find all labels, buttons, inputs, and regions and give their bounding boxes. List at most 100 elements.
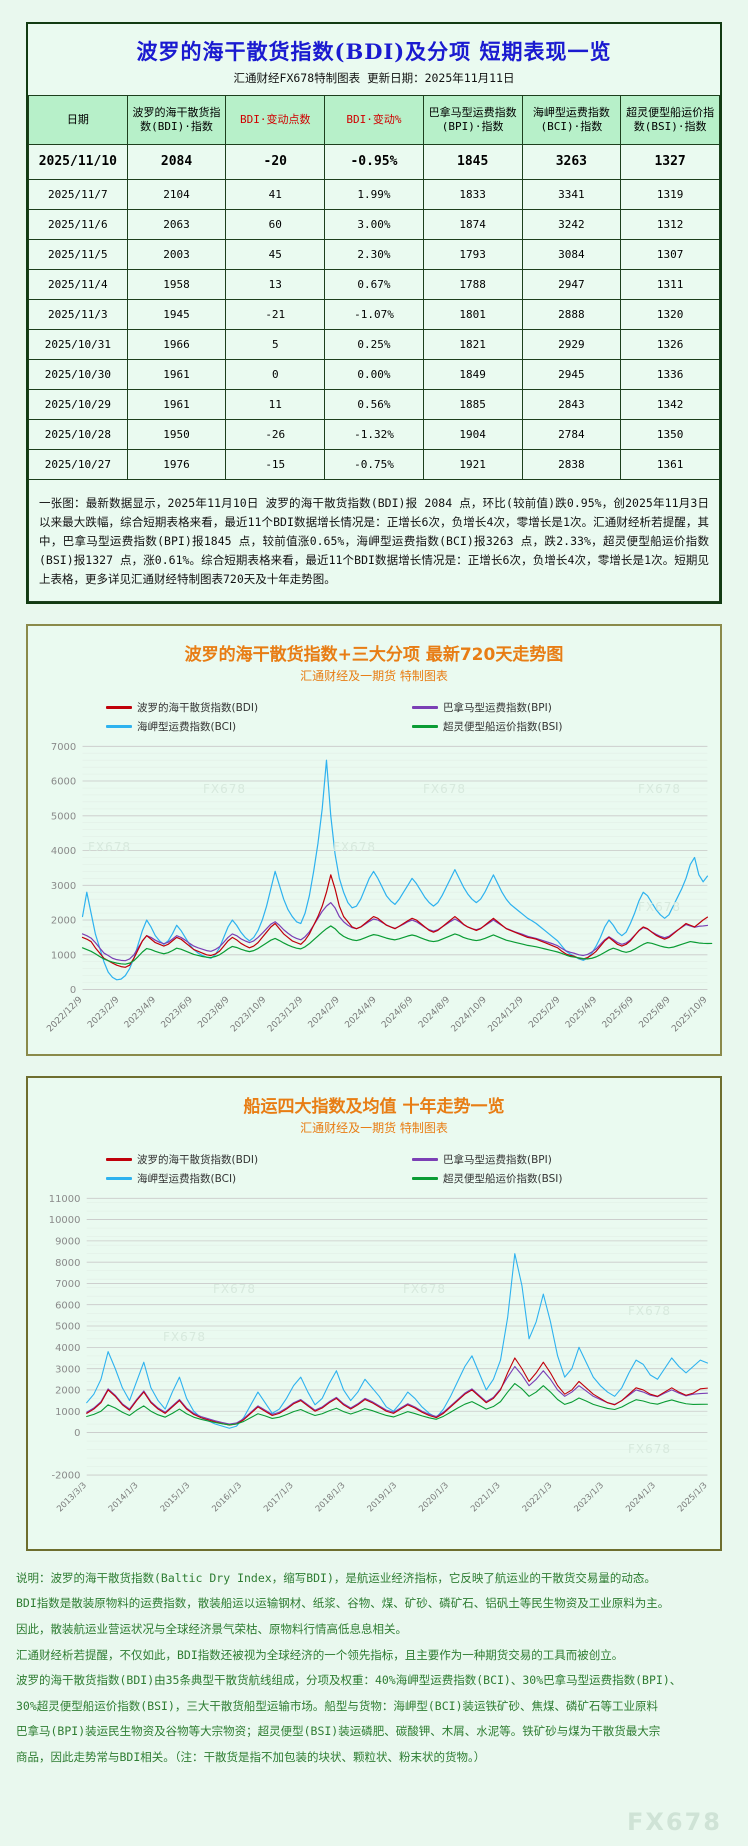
- x-axis-tick-label: 2024/2/9: [307, 995, 343, 1031]
- cell-bci: 3242: [521, 209, 622, 240]
- cell-bdi: 1976: [126, 449, 227, 480]
- series-line-bdi: [86, 1357, 708, 1426]
- cell-bdi: 2104: [126, 179, 227, 210]
- footer-line: 30%超灵便型船运价指数(BSI)，三大干散货船型运输市场。船型与货物：海岬型(…: [16, 1698, 659, 1713]
- short-term-table-card: 波罗的海干散货指数(BDI)及分项 短期表现一览 汇通财经FX678特制图表 更…: [26, 22, 722, 604]
- x-axis-tick-label: 2023/1/3: [572, 1480, 606, 1514]
- cell-date: 2025/11/7: [28, 179, 128, 210]
- cell-date: 2025/10/30: [28, 359, 128, 390]
- cell-change-percent: 0.67%: [324, 269, 424, 300]
- legend-swatch-icon: [412, 1158, 438, 1162]
- cell-bci: 2843: [521, 389, 622, 420]
- legend-swatch-icon: [412, 1177, 438, 1181]
- cell-date: 2025/10/28: [28, 419, 128, 450]
- legend-label: 海岬型运费指数(BCI): [137, 1173, 237, 1186]
- cell-bpi: 1801: [422, 299, 523, 330]
- y-axis-tick-label: 5000: [51, 811, 76, 822]
- series-line-bsi: [86, 1383, 708, 1426]
- cell-change-points: -26: [225, 419, 326, 450]
- x-axis-tick-label: 2024/4/9: [343, 995, 379, 1031]
- chart-10y-svg: -2000 0 1000 2000 3000 4000 5000 6000 7000 8000 90…: [49, 1194, 709, 1514]
- y-axis-tick-label: 7000: [55, 1279, 80, 1290]
- chart-10y-plot-area: -2000 0 1000 2000 3000 4000 5000 6000 7000 8000 90…: [28, 1192, 720, 1548]
- y-axis-tick-label: 0: [74, 1429, 80, 1440]
- y-axis-tick-label: 8000: [55, 1258, 80, 1269]
- cell-change-points: 60: [225, 209, 326, 240]
- legend-label: 海岬型运费指数(BCI): [137, 720, 237, 733]
- table-row: 2025/10/29 1961 11 0.56% 1885 2843 1342: [28, 389, 720, 420]
- legend-swatch-icon: [106, 705, 132, 709]
- table-summary-note: 一张图：最新数据显示，2025年11月10日 波罗的海干散货指数(BDI)报 2…: [28, 480, 720, 602]
- cell-date: 2025/11/4: [28, 269, 128, 300]
- cell-date: 2025/10/31: [28, 329, 128, 360]
- y-axis-tick-label: 7000: [51, 742, 76, 753]
- x-axis-tick-label: 2023/2/9: [86, 995, 122, 1031]
- cell-bdi: 1950: [126, 419, 227, 450]
- footer-line: 商品，因此走势常与BDI相关。（注：干散货是指不加包装的块状、颗粒状、粉末状的货…: [16, 1749, 486, 1764]
- footer-line: BDI指数是散装原物料的运费指数，散装船运以运输钢材、纸浆、谷物、煤、矿砂、磷矿…: [16, 1596, 670, 1611]
- cell-bci: 2784: [521, 419, 622, 450]
- table-row: 2025/10/30 1961 0 0.00% 1849 2945 1336: [28, 359, 720, 390]
- cell-bsi: 1319: [620, 179, 720, 210]
- series-line-bci: [81, 759, 709, 981]
- cell-change-points: -20: [225, 144, 326, 180]
- table-header: 日期 波罗的海干散货指数(BDI)·指数 BDI·变动点数 BDI·变动% 巴拿…: [28, 95, 720, 145]
- y-axis-tick-label: 10000: [49, 1216, 81, 1227]
- cell-change-percent: 0.56%: [324, 389, 424, 420]
- legend-label: 超灵便型船运价指数(BSI): [443, 1173, 563, 1186]
- x-axis-tick-label: 2016/1/3: [210, 1480, 244, 1514]
- col-header-bsi: 超灵便型船运价指数(BSI)·指数: [620, 95, 720, 145]
- y-axis-tick-label: 1000: [51, 950, 76, 961]
- cell-bci: 2945: [521, 359, 622, 390]
- cell-bpi: 1821: [422, 329, 523, 360]
- table-body: 2025/11/10 2084 -20 -0.95% 1845 3263 1327 2025/…: [28, 144, 720, 480]
- legend-item: 海岬型运费指数(BCI): [68, 717, 374, 736]
- cell-change-percent: 3.00%: [324, 209, 424, 240]
- y-axis-tick-label: 2000: [51, 916, 76, 927]
- table-row: 2025/11/5 2003 45 2.30% 1793 3084 1307: [28, 239, 720, 270]
- chart-720-plot-area: 0 1000 2000 3000 4000 5000 6000 7000 2022/12/9 20…: [28, 740, 720, 1055]
- x-axis-tick-label: 2023/10/9: [229, 995, 269, 1035]
- x-axis-tick-label: 2015/1/3: [158, 1480, 192, 1514]
- x-axis-tick-label: 2025/2/9: [527, 995, 563, 1031]
- cell-bsi: 1312: [620, 209, 720, 240]
- y-axis-tick-label: 4000: [51, 846, 76, 857]
- x-axis-tick-label: 2023/4/9: [123, 995, 159, 1031]
- chart-720-legend: 波罗的海干散货指数(BDI) 巴拿马型运费指数(BPI) 海岬型运费指数(BCI) 超…: [28, 690, 720, 740]
- cell-date: 2025/10/27: [28, 449, 128, 480]
- cell-change-points: 13: [225, 269, 326, 300]
- x-axis-tick-label: 2020/1/3: [416, 1480, 450, 1514]
- chart-720-subtitle: 汇通财经及一期货 特制图表: [300, 668, 448, 683]
- x-axis-tick-label: 2019/1/3: [365, 1480, 399, 1514]
- cell-bdi: 1961: [126, 389, 227, 420]
- cell-change-percent: -0.95%: [324, 144, 424, 180]
- cell-bdi: 2084: [126, 144, 227, 180]
- cell-change-points: 0: [225, 359, 326, 390]
- cell-bpi: 1833: [422, 179, 523, 210]
- legend-swatch-icon: [106, 724, 132, 728]
- table-row: 2025/10/27 1976 -15 -0.75% 1921 2838 1361: [28, 449, 720, 480]
- table-row: 2025/10/31 1966 5 0.25% 1821 2929 1326: [28, 329, 720, 360]
- footer-line: 波罗的海干散货指数(BDI)由35条典型干散货航线组成，分项及权重：40%海岬型…: [16, 1673, 682, 1688]
- footer-line: 说明：波罗的海干散货指数(Baltic Dry Index，缩写BDI)，是航运…: [16, 1570, 656, 1585]
- table-title: 波罗的海干散货指数(BDI)及分项 短期表现一览: [136, 39, 612, 64]
- x-axis-tick-label: 2024/10/9: [450, 995, 490, 1035]
- x-axis-tick-label: 2024/8/9: [417, 995, 453, 1031]
- series-line-bsi: [81, 925, 713, 965]
- y-axis-tick-label: 11000: [49, 1194, 81, 1205]
- x-axis-tick-label: 2024/12/9: [486, 995, 526, 1035]
- legend-item: 海岬型运费指数(BCI): [68, 1169, 374, 1188]
- x-axis-tick-label: 2023/6/9: [160, 995, 196, 1031]
- cell-bpi: 1904: [422, 419, 523, 450]
- cell-bsi: 1361: [620, 449, 720, 480]
- cell-bpi: 1921: [422, 449, 523, 480]
- col-header-date: 日期: [28, 95, 128, 145]
- x-axis-tick-label: 2025/1/3: [675, 1480, 709, 1514]
- chart-10y-title: 船运四大指数及均值 十年走势一览: [243, 1097, 505, 1118]
- legend-item: 波罗的海干散货指数(BDI): [68, 698, 374, 717]
- col-header-change-percent: BDI·变动%: [324, 95, 424, 145]
- x-axis-tick-label: 2022/12/9: [45, 995, 85, 1035]
- y-axis-tick-label: 3000: [51, 881, 76, 892]
- x-axis-tick-label: 2024/1/3: [623, 1480, 657, 1514]
- y-axis-tick-label: -2000: [52, 1471, 81, 1482]
